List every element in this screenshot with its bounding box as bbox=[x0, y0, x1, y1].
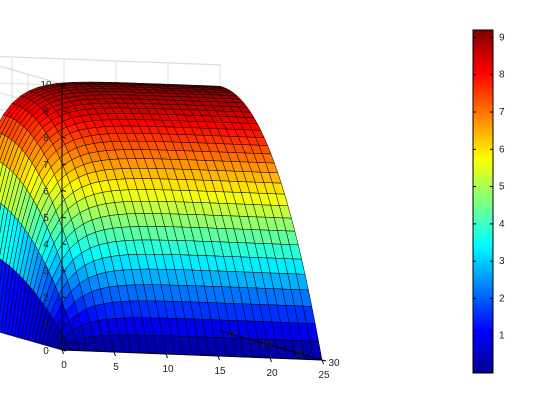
z-tick bbox=[61, 243, 67, 246]
x-tick-label: 25 bbox=[318, 370, 330, 381]
x-tick-label: 20 bbox=[266, 368, 278, 379]
x-tick bbox=[217, 355, 220, 361]
z-tick bbox=[61, 216, 67, 219]
y-tick bbox=[287, 349, 293, 352]
y-tick-label: 30 bbox=[328, 358, 340, 369]
z-tick bbox=[61, 163, 67, 166]
z-tick-label: 8 bbox=[43, 133, 49, 144]
z-tick bbox=[61, 110, 67, 113]
x-tick bbox=[165, 353, 168, 359]
y-tick-label: 0 bbox=[229, 329, 235, 340]
z-tick-label: 6 bbox=[43, 186, 49, 197]
x-tick-label: 15 bbox=[214, 366, 226, 377]
colorbar-tick-label: 1 bbox=[499, 331, 505, 342]
y-axis-line bbox=[219, 330, 323, 361]
z-gridline bbox=[0, 55, 221, 85]
z-tick-label: 9 bbox=[43, 107, 49, 118]
surface-layer bbox=[0, 81, 323, 361]
z-tick bbox=[61, 349, 67, 352]
y-tick bbox=[253, 340, 259, 343]
z-tick bbox=[61, 269, 67, 272]
y-tick-label: 20 bbox=[294, 348, 306, 359]
x-tick bbox=[269, 357, 272, 363]
z-tick-label: 0 bbox=[43, 346, 49, 357]
x-axis-line bbox=[61, 349, 323, 361]
colorbar-tick-label: 6 bbox=[499, 144, 505, 155]
axis-layer: 0 5 10 15 20 25 0 10 20 30 0 1 2 3 4 5 6 7 8 9 10 bbox=[40, 80, 340, 381]
z-tick-label: 1 bbox=[43, 319, 49, 330]
z-tick-label: 7 bbox=[43, 160, 49, 171]
y-tick-label: 10 bbox=[260, 339, 272, 350]
x-tick bbox=[113, 351, 116, 357]
colorbar-tick-label: 4 bbox=[499, 219, 505, 230]
x-tick-label: 5 bbox=[113, 362, 119, 373]
colorbar-tick-label: 5 bbox=[499, 182, 505, 193]
x-tick bbox=[61, 349, 64, 355]
z-tick-label: 3 bbox=[43, 266, 49, 277]
colorbar-tick-label: 8 bbox=[499, 70, 505, 81]
x-tick bbox=[321, 359, 324, 365]
colorbar-tick-label: 9 bbox=[499, 32, 505, 43]
z-tick-label: 4 bbox=[43, 240, 49, 251]
z-tick-label: 5 bbox=[43, 213, 49, 224]
y-tick bbox=[321, 359, 327, 362]
z-tick-label: 2 bbox=[43, 293, 49, 304]
z-tick bbox=[61, 83, 67, 86]
colorbar-tick-label: 7 bbox=[499, 107, 505, 118]
z-tick bbox=[61, 296, 67, 299]
z-tick bbox=[61, 136, 67, 139]
z-tick bbox=[61, 189, 67, 192]
colorbar-tick-label: 3 bbox=[499, 256, 505, 267]
colorbar-tick-label: 2 bbox=[499, 293, 505, 304]
z-tick bbox=[61, 322, 67, 325]
z-tick-label: 10 bbox=[40, 80, 52, 91]
colorbar: 1 2 3 4 5 6 7 8 9 bbox=[472, 29, 505, 374]
y-tick bbox=[219, 330, 225, 333]
x-tick-label: 10 bbox=[162, 364, 174, 375]
x-tick-label: 0 bbox=[61, 360, 67, 371]
colorbar-gradient bbox=[472, 29, 494, 374]
